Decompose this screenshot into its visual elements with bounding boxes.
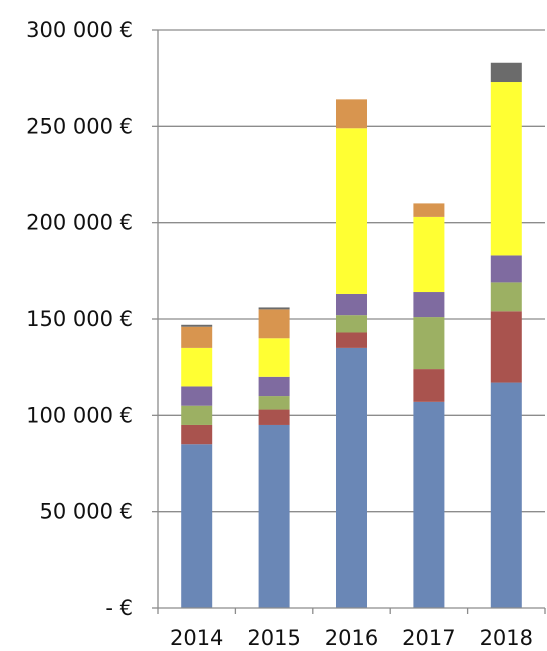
bar-segment — [336, 99, 367, 129]
y-tick-label: 150 000 € — [26, 307, 133, 331]
bar-segment — [413, 292, 445, 318]
bar-segment — [258, 396, 290, 410]
bar-segment — [181, 386, 213, 406]
bar-segment — [258, 309, 290, 339]
bar-segment — [413, 317, 445, 370]
bar-segment — [258, 409, 290, 425]
bar-segment — [336, 128, 367, 294]
bar-segment — [336, 332, 367, 348]
bar-segment — [181, 347, 213, 387]
bar-segment — [258, 307, 290, 310]
y-axis-ticks — [152, 29, 158, 609]
bar-segment — [181, 405, 213, 425]
bar-segment — [336, 315, 367, 333]
x-axis-labels: 2014 2015 2016 2017 2018 — [170, 626, 533, 650]
bar-segment — [181, 424, 213, 445]
x-axis-ticks — [157, 608, 546, 614]
bar-segment — [413, 203, 445, 217]
bar-segment — [413, 216, 445, 293]
bar-segment — [336, 293, 367, 316]
bar-segment — [490, 382, 522, 608]
bar-segment — [413, 401, 445, 608]
x-tick-label: 2015 — [247, 626, 300, 650]
y-tick-label: 250 000 € — [26, 114, 133, 138]
bar-segment — [181, 444, 213, 608]
x-tick-label: 2016 — [325, 626, 378, 650]
y-tick-label: 50 000 € — [39, 500, 133, 524]
x-tick-label: 2017 — [402, 626, 455, 650]
y-tick-label: 300 000 € — [26, 18, 133, 42]
y-tick-label: - € — [105, 596, 133, 620]
bar-segment — [258, 376, 290, 397]
y-tick-label: 100 000 € — [26, 403, 133, 427]
bar-segment — [181, 324, 213, 327]
bar-segment — [490, 82, 522, 256]
bar-segment — [181, 326, 213, 348]
bar-segment — [336, 347, 367, 608]
bar-segment — [490, 282, 522, 312]
bar-segment — [490, 62, 522, 83]
bar-segment — [413, 369, 445, 402]
bars — [181, 62, 522, 608]
bar-segment — [258, 338, 290, 377]
bar-segment — [490, 255, 522, 283]
bar-segment — [258, 424, 290, 608]
bar-segment — [490, 311, 522, 383]
y-tick-label: 200 000 € — [26, 211, 133, 235]
x-tick-label: 2018 — [480, 626, 533, 650]
x-tick-label: 2014 — [170, 626, 223, 650]
y-axis-labels: - € 50 000 € 100 000 € 150 000 € 200 000 € 25… — [26, 18, 133, 620]
